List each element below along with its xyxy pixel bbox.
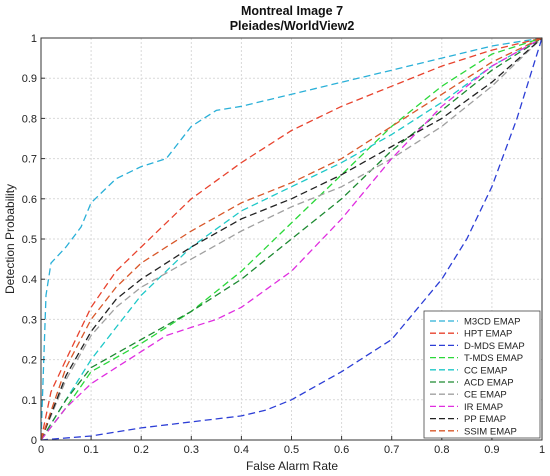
x-tick-label: 0.2	[134, 444, 149, 456]
legend-label: CE EMAP	[464, 390, 507, 401]
x-tick-label: 0.7	[384, 444, 399, 456]
series-d-mds-emap	[40, 37, 543, 441]
y-axis-label: Detection Probability	[3, 184, 17, 294]
series-ssim-emap	[40, 37, 543, 441]
series-ce-emap	[40, 37, 543, 441]
x-tick-label: 0.4	[234, 444, 249, 456]
legend-label: T-MDS EMAP	[464, 353, 523, 364]
y-tick-label: 1	[31, 33, 37, 45]
series-hpt-emap	[40, 37, 543, 441]
y-tick-label: 0.9	[22, 73, 37, 85]
legend-label: M3CD EMAP	[464, 317, 520, 328]
legend-box	[423, 310, 541, 439]
series-acd-emap	[40, 37, 543, 441]
x-tick-label: 0.9	[484, 444, 499, 456]
chart-subtitle: Pleiades/WorldView2	[230, 19, 355, 33]
legend-label: IR EMAP	[464, 402, 503, 413]
x-tick-label: 0.1	[83, 444, 98, 456]
y-tick-label: 0.1	[22, 395, 37, 407]
legend-label: CC EMAP	[464, 365, 507, 376]
x-tick-label: 0.6	[334, 444, 349, 456]
legend-label: HPT EMAP	[464, 329, 512, 340]
y-tick-label: 0.4	[22, 274, 37, 286]
y-tick-label: 0.2	[22, 355, 37, 367]
x-tick-label: 1	[539, 444, 545, 456]
legend-label: SSIM EMAP	[464, 426, 517, 437]
series-cc-emap	[40, 37, 543, 441]
legend-label: PP EMAP	[464, 414, 506, 425]
chart-title: Montreal Image 7	[241, 4, 343, 18]
x-axis-label: False Alarm Rate	[246, 459, 338, 473]
series-m3cd-emap	[40, 37, 543, 441]
y-tick-label: 0.5	[22, 234, 37, 246]
y-tick-label: 0.8	[22, 113, 37, 125]
series-pp-emap	[40, 37, 543, 441]
legend-label: D-MDS EMAP	[464, 341, 525, 352]
series-lines	[40, 37, 543, 441]
legend-label: ACD EMAP	[464, 378, 514, 389]
x-tick-label: 0.3	[184, 444, 199, 456]
y-tick-label: 0.7	[22, 154, 37, 166]
x-tick-label: 0.5	[284, 444, 299, 456]
y-tick-label: 0.6	[22, 194, 37, 206]
x-tick-label: 0	[38, 444, 44, 456]
y-tick-label: 0.3	[22, 314, 37, 326]
series-ir-emap	[40, 37, 543, 441]
y-tick-label: 0	[31, 435, 37, 447]
axis-ticks: 0 0.1 0.2 0.3 0.4 0.5 0.6 0.7 0.8 0.9 1 0 0.1 0.2 0.3 0…	[22, 33, 545, 456]
x-tick-label: 0.8	[434, 444, 449, 456]
series-t-mds-emap	[40, 37, 543, 441]
